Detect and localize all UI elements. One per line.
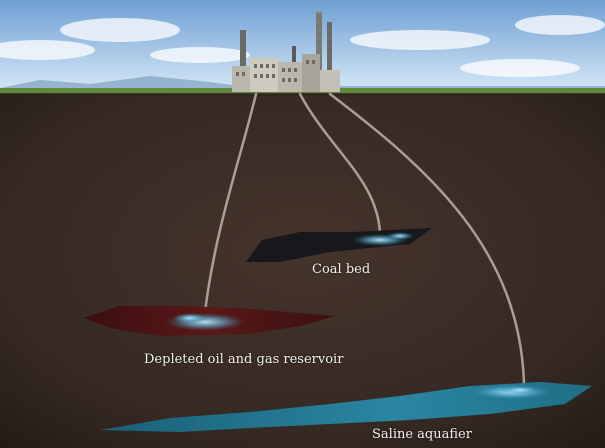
pipe-to-coal-bed [298, 92, 382, 236]
pipe-to-oil-reservoir [203, 92, 258, 314]
saline-aquifer-label: Saline aquafier [372, 427, 472, 442]
saline-aquifer-formation [100, 382, 592, 432]
industrial-plant-icon [232, 10, 340, 92]
depleted-reservoir-label: Depleted oil and gas reservoir [144, 352, 344, 367]
oil-gas-reservoir-formation [84, 306, 335, 336]
coal-bed-formation [246, 228, 432, 262]
clouds [0, 15, 605, 77]
pipe-to-saline-aquifer [328, 92, 526, 386]
injection-pipes [203, 92, 526, 386]
coal-bed-label: Coal bed [312, 262, 371, 277]
